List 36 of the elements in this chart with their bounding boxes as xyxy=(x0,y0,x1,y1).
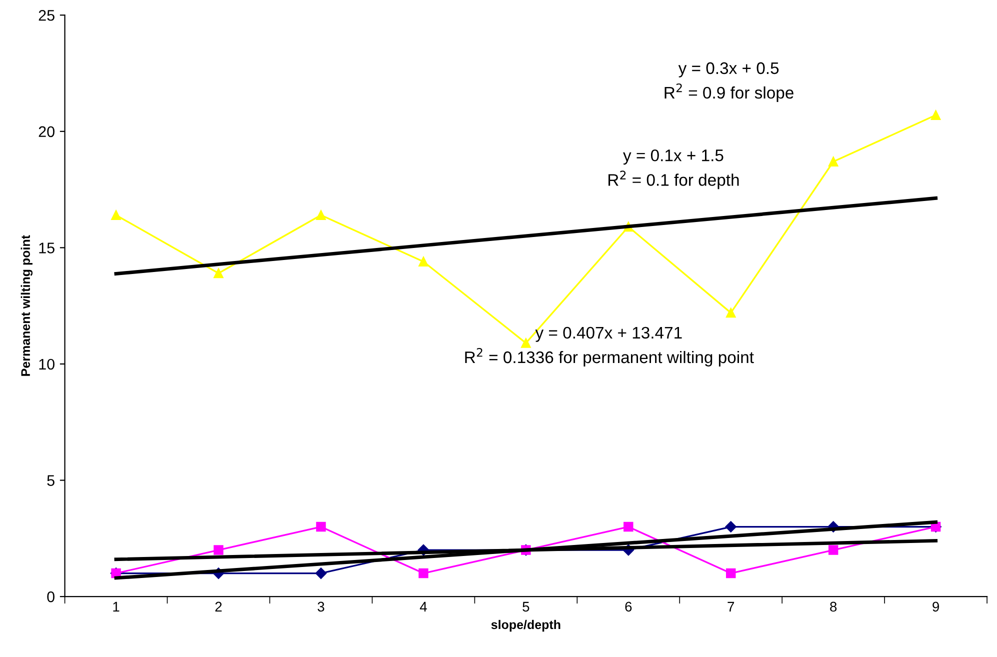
point xyxy=(214,268,224,278)
point xyxy=(521,338,531,348)
x-tick-label: 6 xyxy=(625,602,632,612)
point xyxy=(418,256,428,267)
point xyxy=(930,110,941,120)
y-axis-title: Permanent wilting point xyxy=(20,235,33,376)
x-tick-label: 3 xyxy=(318,602,324,612)
x-tick-label: 5 xyxy=(522,602,530,612)
point xyxy=(726,568,736,578)
point xyxy=(828,545,838,555)
point xyxy=(418,568,428,578)
point xyxy=(111,210,121,220)
point xyxy=(315,568,327,579)
point xyxy=(316,210,326,220)
x-tick-label: 4 xyxy=(420,602,427,612)
y-tick-label: 25 xyxy=(38,10,54,21)
point xyxy=(316,522,326,532)
point xyxy=(828,156,838,166)
point xyxy=(624,522,634,532)
y-tick-label: 10 xyxy=(39,358,54,370)
x-tick-label: 9 xyxy=(932,602,939,612)
x-axis-title: slope/depth xyxy=(491,620,560,632)
x-tick-label: 1 xyxy=(113,602,120,612)
x-tick-label: 7 xyxy=(728,602,734,612)
y-tick-label: 0 xyxy=(47,591,54,602)
point xyxy=(726,308,736,318)
point xyxy=(214,545,224,555)
y-tick-label: 20 xyxy=(38,126,54,138)
y-tick-label: 15 xyxy=(39,242,54,254)
y-tick-label: 5 xyxy=(47,475,54,486)
annotation: y = 0.3x + 0.5 R$^{2}$ = 0.9 for slope xyxy=(664,62,794,102)
annotation: y = 0.1x + 1.5 R$^{2}$ = 0.1 for depth xyxy=(608,150,739,190)
point xyxy=(725,521,736,532)
text: y = 0.407x + 13.471 R$^{2}$ = 0.1336 for permanent wilting point xyxy=(465,326,754,366)
x-tick-label: 2 xyxy=(215,602,222,612)
x-tick-label: 8 xyxy=(830,602,837,612)
